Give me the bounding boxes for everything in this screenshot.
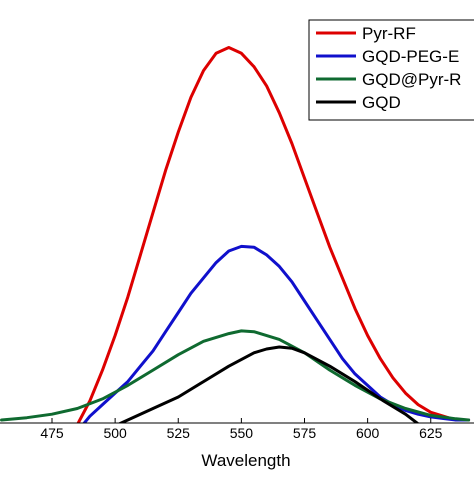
x-tick-label: 575 bbox=[293, 425, 317, 441]
x-axis-title: Wavelength bbox=[201, 451, 290, 470]
legend: Pyr-RF GQD-PEG-E GQD@Pyr-R GQD bbox=[308, 19, 474, 121]
legend-label: GQD bbox=[362, 93, 401, 112]
x-tick-label: 525 bbox=[167, 425, 191, 441]
x-tick-label: 550 bbox=[230, 425, 254, 441]
x-tick-label: 500 bbox=[103, 425, 127, 441]
x-tick-label: 600 bbox=[356, 425, 380, 441]
series-layer bbox=[0, 46, 471, 423]
series-line-3 bbox=[0, 329, 471, 422]
x-tick-label: 625 bbox=[419, 425, 443, 441]
series-line-4 bbox=[117, 345, 420, 423]
legend-label: GQD@Pyr-R bbox=[362, 70, 461, 89]
x-tick-label: 475 bbox=[40, 425, 64, 441]
legend-label: GQD-PEG-E bbox=[362, 47, 459, 66]
series-line-1 bbox=[76, 46, 471, 423]
legend-label: Pyr-RF bbox=[362, 24, 416, 43]
series-line-2 bbox=[82, 244, 471, 423]
x-ticks: 475 500 525 550 575 600 625 bbox=[40, 418, 443, 441]
